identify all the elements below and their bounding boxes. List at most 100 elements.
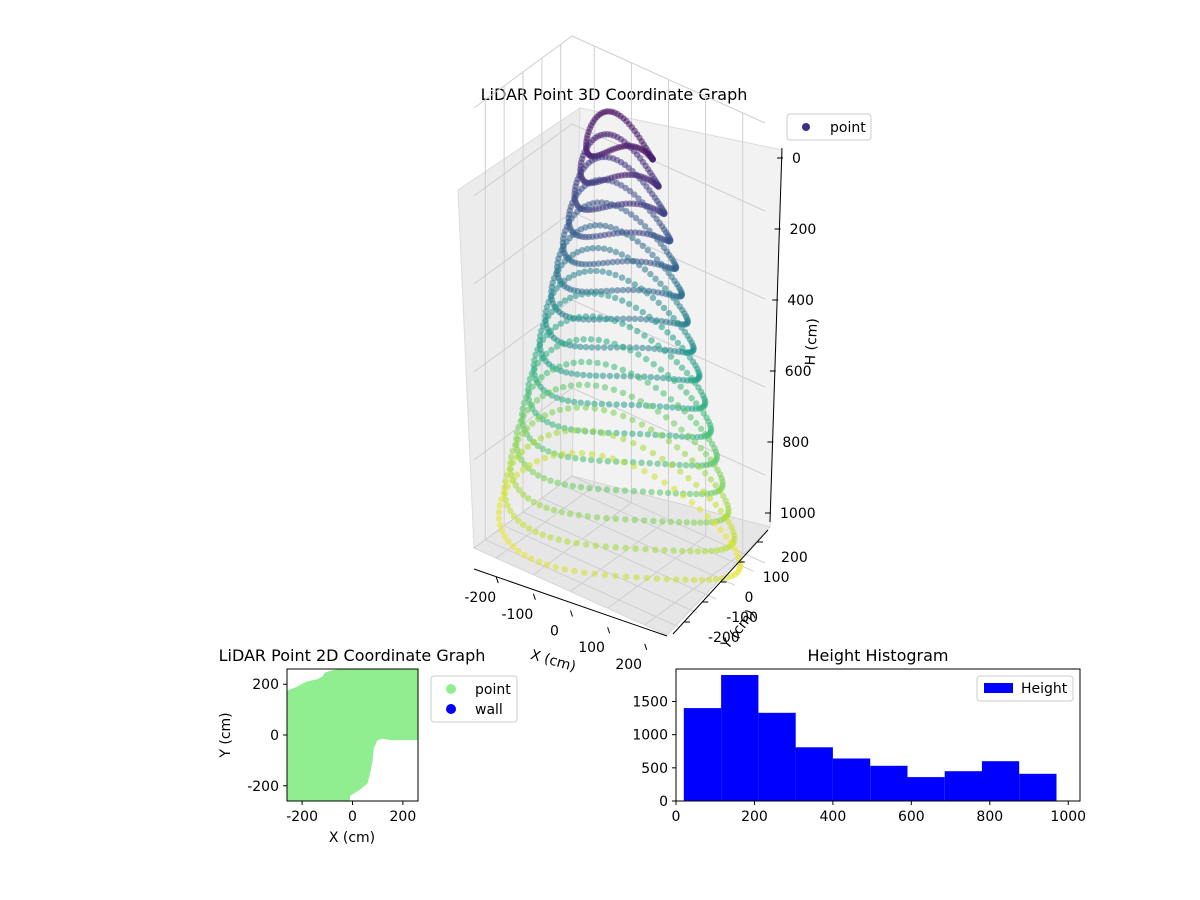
point-3d	[637, 285, 645, 292]
point-3d	[663, 403, 670, 411]
point-3d	[589, 313, 597, 320]
point-3d	[528, 401, 536, 409]
point-3d	[665, 309, 673, 317]
z-axis-line	[769, 147, 783, 523]
point-3d	[543, 369, 551, 377]
point-3d	[570, 359, 577, 366]
point-3d	[496, 502, 503, 509]
point-3d	[685, 432, 692, 439]
histogram-bar-4	[832, 758, 871, 801]
point-3d	[651, 473, 658, 480]
point-3d	[650, 361, 657, 368]
point-3d	[603, 338, 610, 345]
point-3d	[598, 199, 606, 206]
point-3d	[644, 290, 651, 297]
point-3d	[601, 344, 608, 351]
point-3d	[541, 454, 549, 462]
point-3d	[535, 472, 542, 479]
point-3d	[541, 412, 549, 419]
x-tick-label-2d-1: 0	[348, 809, 357, 825]
point-3d	[608, 287, 616, 294]
histogram-bar-9	[1019, 773, 1057, 801]
point-3d	[547, 477, 554, 484]
point-3d	[672, 433, 680, 440]
point-3d	[537, 435, 545, 442]
point-3d	[682, 576, 689, 583]
point-3d	[594, 344, 602, 351]
point-3d	[578, 291, 586, 298]
legend-2d-wall-marker	[446, 704, 456, 714]
point-3d	[605, 269, 613, 277]
point-3d	[543, 331, 550, 339]
point-3d	[545, 432, 552, 439]
point-3d	[673, 359, 680, 366]
x-tick-mark-3	[607, 627, 611, 634]
point-3d	[603, 514, 610, 522]
grid-z-0	[473, 35, 766, 124]
point-3d	[582, 344, 590, 351]
point-3d	[580, 336, 587, 343]
point-3d	[646, 402, 653, 410]
point-3d	[598, 291, 605, 298]
z-tick-label-2: 400	[787, 293, 814, 309]
x-tick-label-hist-2: 400	[820, 809, 847, 825]
point-3d	[569, 482, 576, 490]
point-3d	[693, 419, 700, 427]
point-3d	[696, 506, 704, 513]
point-3d	[697, 519, 704, 526]
point-3d	[619, 366, 626, 373]
point-3d	[538, 374, 545, 381]
point-3d	[659, 235, 666, 243]
point-3d	[567, 382, 575, 389]
point-3d	[698, 576, 706, 584]
point-3d	[570, 271, 577, 279]
point-3d	[599, 452, 606, 460]
x-axis-line	[473, 568, 668, 637]
y-tick-label-2: 0	[745, 590, 754, 606]
x-tick-label-4: 200	[615, 657, 642, 673]
point-3d	[550, 506, 558, 514]
point-3d	[523, 394, 530, 401]
y-tick-label-hist-1: 500	[641, 761, 668, 777]
point-3d	[628, 211, 635, 218]
point-3d	[664, 489, 672, 497]
point-3d	[580, 427, 587, 434]
point-3d	[670, 420, 678, 427]
point-3d	[539, 322, 547, 330]
point-3d	[535, 558, 543, 566]
point-3d	[567, 294, 574, 302]
point-3d	[718, 575, 726, 582]
point-3d	[520, 521, 527, 528]
point-3d	[588, 456, 595, 464]
point-3d	[683, 519, 690, 526]
point-3d	[633, 574, 640, 581]
y-tick-label-0: -200	[708, 630, 740, 646]
point-3d	[639, 488, 647, 495]
point-3d	[549, 421, 556, 428]
point-3d	[587, 267, 594, 275]
point-3d	[519, 466, 527, 473]
point-3d	[564, 453, 572, 461]
point-3d	[647, 270, 654, 278]
point-3d	[666, 432, 673, 439]
point-3d	[700, 410, 707, 417]
point-3d	[550, 452, 557, 459]
point-3d	[645, 345, 652, 352]
point-3d	[513, 471, 521, 479]
x-tick-label-2d-0: -200	[286, 809, 318, 825]
point-3d	[663, 575, 670, 583]
point-3d	[633, 344, 640, 351]
point-3d	[702, 431, 709, 438]
point-3d	[554, 479, 561, 486]
point-3d	[538, 327, 545, 335]
point-3d	[609, 258, 616, 266]
point-3d	[516, 486, 523, 494]
point-3d	[517, 418, 524, 425]
point-3d	[657, 280, 664, 287]
point-3d	[586, 372, 593, 379]
point-3d	[680, 492, 687, 499]
point-3d	[661, 479, 668, 486]
point-3d	[678, 364, 686, 371]
point-3d	[682, 462, 690, 469]
point-3d	[634, 238, 641, 245]
